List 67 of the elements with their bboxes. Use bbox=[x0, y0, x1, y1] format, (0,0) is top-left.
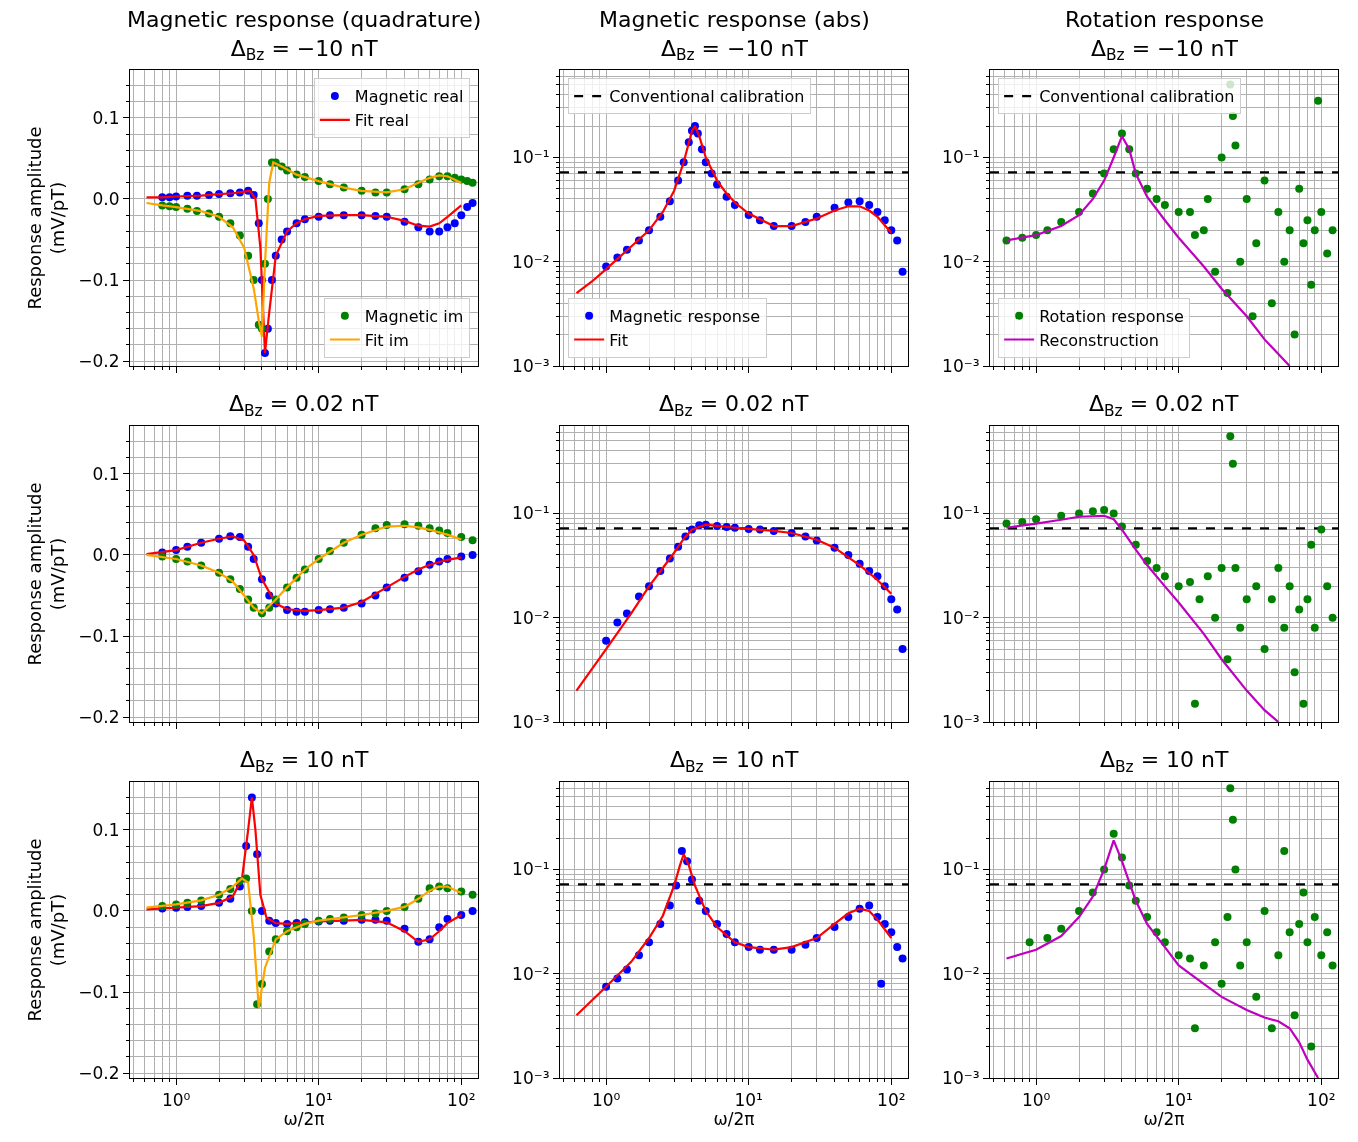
y-tick-label: 10⁻³ bbox=[942, 1067, 980, 1088]
chart-title: Δ$_{Bz}$ = 0.02 nT bbox=[659, 391, 810, 420]
x-axis-title: ω/2π bbox=[283, 1109, 325, 1130]
chart-title: Δ$_{Bz}$ = 10 nT bbox=[240, 747, 370, 776]
y-tick-label: 10⁻² bbox=[512, 963, 550, 984]
legend-label: Fit bbox=[609, 330, 628, 350]
y-tick-label: 10⁻³ bbox=[942, 711, 980, 732]
y-tick-label: 10⁻² bbox=[942, 607, 980, 628]
y-tick-label: 10⁻¹ bbox=[942, 147, 980, 168]
y-tick-label: 0.1 bbox=[92, 463, 120, 484]
y-tick-label: 10⁻³ bbox=[512, 711, 550, 732]
x-tick-label: 10² bbox=[447, 1089, 476, 1110]
x-tick-label: 10⁰ bbox=[591, 1089, 621, 1110]
y-tick-label: 10⁻¹ bbox=[512, 503, 550, 524]
y-tick-label: −0.2 bbox=[78, 351, 120, 372]
y-tick-label: 0.1 bbox=[92, 819, 120, 840]
y-tick-label: −0.1 bbox=[78, 269, 120, 290]
x-tick-label: 10⁰ bbox=[1021, 1089, 1051, 1110]
chart-subtitle: Δ$_{Bz}$ = −10 nT bbox=[660, 35, 809, 65]
legend-label: Reconstruction bbox=[1039, 330, 1159, 350]
chart-title: Δ$_{Bz}$ = 0.02 nT bbox=[1089, 391, 1240, 420]
x-tick-label: 10¹ bbox=[304, 1089, 333, 1110]
y-tick-label: 10⁻² bbox=[512, 251, 550, 272]
y-axis-title: Response amplitude (mV/pT) bbox=[24, 126, 69, 310]
x-tick-label: 10² bbox=[1307, 1089, 1336, 1110]
y-tick-label: 10⁻¹ bbox=[942, 503, 980, 524]
chart-title: Magnetic response (abs) bbox=[599, 7, 870, 32]
y-tick-label: −0.1 bbox=[78, 981, 120, 1002]
y-axis-title: Response amplitude (mV/pT) bbox=[24, 838, 69, 1022]
chart-title: Rotation response bbox=[1065, 7, 1264, 32]
y-tick-label: 10⁻² bbox=[512, 607, 550, 628]
x-tick-label: 10¹ bbox=[1164, 1089, 1193, 1110]
y-tick-label: 10⁻³ bbox=[512, 1067, 550, 1088]
y-tick-label: 10⁻¹ bbox=[942, 859, 980, 880]
legend-label: Magnetic response bbox=[609, 306, 761, 326]
y-tick-label: −0.1 bbox=[78, 625, 120, 646]
y-tick-label: 0.1 bbox=[92, 107, 120, 128]
legend-label: Conventional calibration bbox=[609, 87, 805, 107]
y-tick-label: 0.0 bbox=[92, 544, 120, 565]
legend-label: Magnetic real bbox=[354, 87, 464, 107]
y-tick-label: −0.2 bbox=[78, 1063, 120, 1084]
x-axis-title: ω/2π bbox=[1143, 1109, 1185, 1130]
x-tick-label: 10² bbox=[877, 1089, 906, 1110]
x-tick-label: 10¹ bbox=[734, 1089, 763, 1110]
legend-label: Fit im bbox=[364, 330, 409, 350]
legend-label: Fit real bbox=[354, 111, 410, 131]
chart-subtitle: Δ$_{Bz}$ = −10 nT bbox=[230, 35, 379, 65]
legend-label: Rotation response bbox=[1039, 306, 1184, 326]
y-tick-label: 10⁻² bbox=[942, 963, 980, 984]
x-tick-label: 10⁰ bbox=[161, 1089, 191, 1110]
chart-title: Δ$_{Bz}$ = 10 nT bbox=[1100, 747, 1230, 776]
y-tick-label: 10⁻¹ bbox=[512, 147, 550, 168]
legend-label: Magnetic im bbox=[364, 306, 464, 326]
y-axis-title: Response amplitude (mV/pT) bbox=[24, 482, 69, 666]
y-tick-label: 10⁻³ bbox=[942, 355, 980, 376]
chart-title: Δ$_{Bz}$ = 10 nT bbox=[670, 747, 800, 776]
chart-title: Magnetic response (quadrature) bbox=[127, 7, 482, 32]
x-axis-title: ω/2π bbox=[713, 1109, 755, 1130]
y-tick-label: 10⁻¹ bbox=[512, 859, 550, 880]
y-tick-label: 0.0 bbox=[92, 188, 120, 209]
y-tick-label: 10⁻³ bbox=[512, 355, 550, 376]
legend-label: Conventional calibration bbox=[1039, 87, 1235, 107]
chart-title: Δ$_{Bz}$ = 0.02 nT bbox=[229, 391, 380, 420]
y-tick-label: 10⁻² bbox=[942, 251, 980, 272]
y-tick-label: −0.2 bbox=[78, 707, 120, 728]
y-tick-label: 0.0 bbox=[92, 900, 120, 921]
chart-subtitle: Δ$_{Bz}$ = −10 nT bbox=[1091, 35, 1239, 65]
